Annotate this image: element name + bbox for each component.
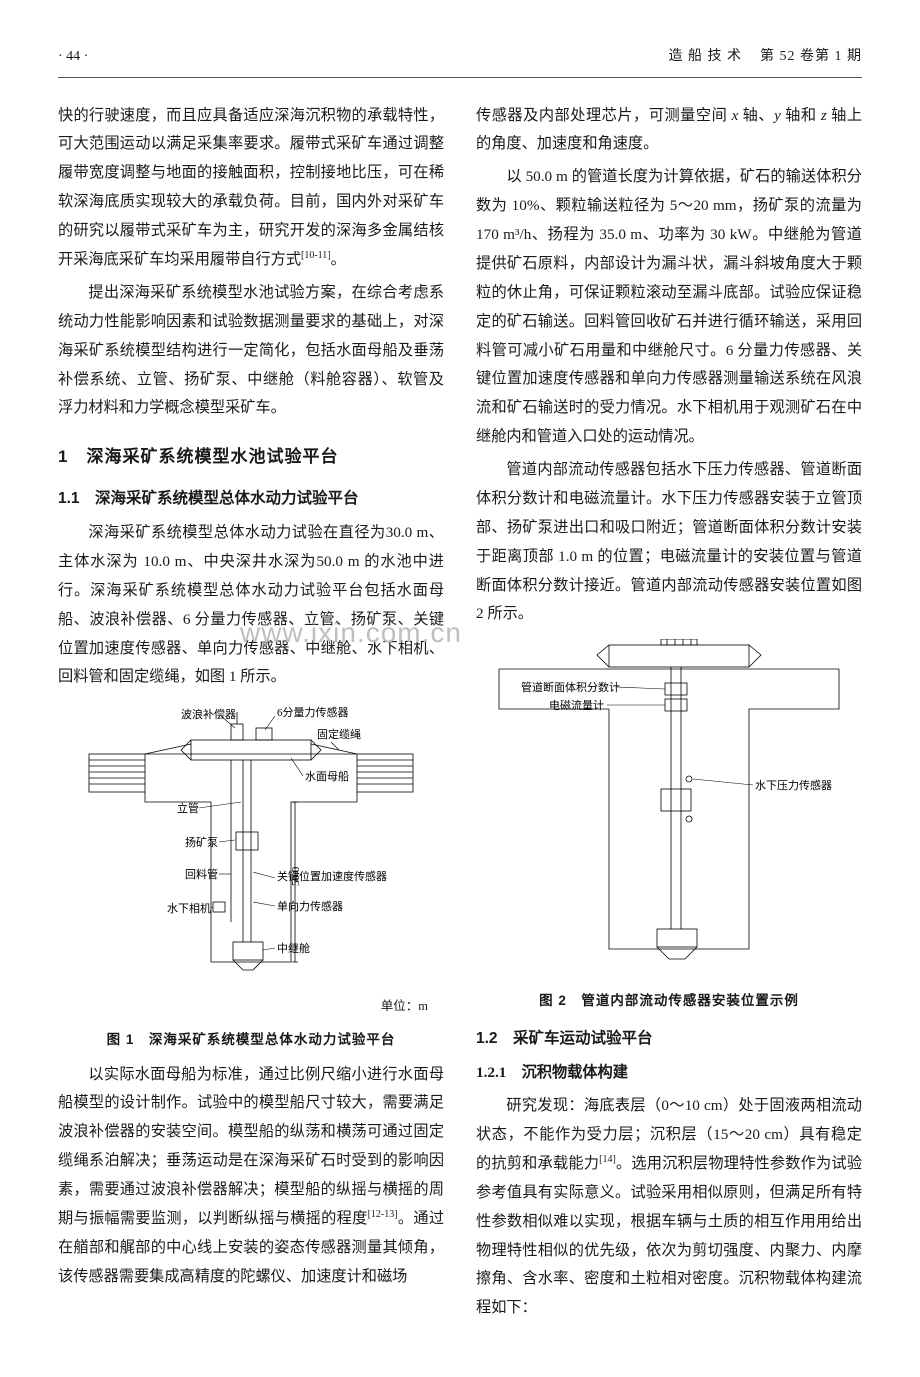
fig1-label: 水面母船	[305, 769, 349, 783]
body-text: 以实际水面母船为标准，通过比例尺缩小进行水面母船模型的设计制作。试验中的模型船尺…	[58, 1066, 444, 1227]
fig2-label: 管道断面体积分数计	[521, 680, 620, 694]
fig2-label: 电磁流量计	[549, 698, 604, 712]
fig1-label: 固定缆绳	[317, 727, 361, 741]
fig1-label: 回料管	[185, 867, 218, 881]
subsection-heading: 1.2 采矿车运动试验平台	[476, 1024, 862, 1053]
page-header: · 44 · 造 船 技 术 第 52 卷第 1 期	[58, 44, 862, 78]
paragraph: 以实际水面母船为标准，通过比例尺缩小进行水面母船模型的设计制作。试验中的模型船尺…	[58, 1061, 444, 1292]
subsubsection-heading: 1.2.1 沉积物载体构建	[476, 1059, 862, 1088]
figure-1: 波浪补偿器 6分量力传感器 固定缆绳 立管 水面母船 扬矿泵	[58, 702, 444, 1052]
axis-y: y	[774, 107, 781, 124]
fig1-depth: 50.0	[290, 867, 302, 887]
citation-ref: [14]	[599, 1154, 616, 1165]
page: · 44 · 造 船 技 术 第 52 卷第 1 期 快的行驶速度，而且应具备适…	[0, 0, 920, 1377]
issue-number: 第 52 卷第 1 期	[760, 49, 862, 64]
figure-2-diagram: 管道断面体积分数计 电磁流量计 水下压力传感器	[489, 639, 849, 980]
figure-2: 管道断面体积分数计 电磁流量计 水下压力传感器 图 2 管道内部流动传感器安装位…	[476, 639, 862, 1014]
paragraph: 管道内部流动传感器包括水下压力传感器、管道断面体积分数计和电磁流量计。水下压力传…	[476, 456, 862, 629]
citation-ref: [10-11]	[301, 250, 331, 261]
citation-ref: [12-13]	[368, 1209, 398, 1220]
page-number: · 44 ·	[58, 44, 88, 71]
journal-issue: 造 船 技 术 第 52 卷第 1 期	[669, 44, 863, 71]
two-column-layout: 快的行驶速度，而且应具备适应深海沉积物的承载特性，可大范围运动以满足采集率要求。…	[58, 102, 862, 1328]
paragraph: 以 50.0 m 的管道长度为计算依据，矿石的输送体积分数为 10%、颗粒输送粒…	[476, 163, 862, 452]
fig1-label: 水下相机	[167, 901, 211, 915]
fig1-label: 6分量力传感器	[277, 706, 349, 719]
body-text: 轴、	[738, 107, 774, 124]
fig1-label: 单向力传感器	[277, 899, 343, 913]
fig1-label: 立管	[177, 801, 199, 815]
body-text: 。	[331, 251, 346, 268]
paragraph: 传感器及内部处理芯片，可测量空间 x 轴、y 轴和 z 轴上的角度、加速度和角速…	[476, 102, 862, 160]
paragraph: 提出深海采矿系统模型水池试验方案，在综合考虑系统动力性能影响因素和试验数据测量要…	[58, 279, 444, 423]
body-text: 。选用沉积层物理特性参数作为试验参考值具有实际意义。试验采用相似原则，但满足所有…	[476, 1155, 862, 1316]
subsection-heading: 1.1 深海采矿系统模型总体水动力试验平台	[58, 484, 444, 513]
body-text: 轴和	[781, 107, 821, 124]
figure-1-diagram: 波浪补偿器 6分量力传感器 固定缆绳 立管 水面母船 扬矿泵	[81, 702, 421, 993]
body-text: 快的行驶速度，而且应具备适应深海沉积物的承载特性，可大范围运动以满足采集率要求。…	[58, 107, 444, 268]
paragraph: 快的行驶速度，而且应具备适应深海沉积物的承载特性，可大范围运动以满足采集率要求。…	[58, 102, 444, 275]
figure-1-caption: 图 1 深海采矿系统模型总体水动力试验平台	[58, 1027, 444, 1053]
paragraph: 深海采矿系统模型总体水动力试验在直径为30.0 m、主体水深为 10.0 m、中…	[58, 519, 444, 692]
section-heading: 1 深海采矿系统模型水池试验平台	[58, 441, 444, 473]
figure-1-unit: 单位：m	[58, 995, 444, 1019]
fig1-label: 中继舱	[277, 941, 310, 955]
fig1-label: 扬矿泵	[185, 835, 218, 849]
fig1-label: 波浪补偿器	[181, 707, 236, 721]
paragraph: 研究发现：海底表层（0～10 cm）处于固液两相流动状态，不能作为受力层；沉积层…	[476, 1092, 862, 1323]
body-text: 传感器及内部处理芯片，可测量空间	[476, 107, 732, 124]
right-column: 传感器及内部处理芯片，可测量空间 x 轴、y 轴和 z 轴上的角度、加速度和角速…	[476, 102, 862, 1328]
journal-name: 造 船 技 术	[669, 49, 743, 64]
left-column: 快的行驶速度，而且应具备适应深海沉积物的承载特性，可大范围运动以满足采集率要求。…	[58, 102, 444, 1328]
fig2-label: 水下压力传感器	[755, 779, 832, 792]
figure-2-caption: 图 2 管道内部流动传感器安装位置示例	[476, 988, 862, 1014]
